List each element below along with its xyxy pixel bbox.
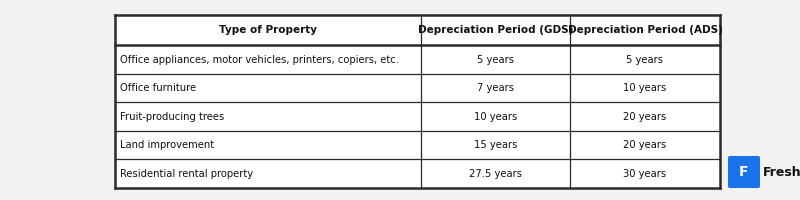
Text: 10 years: 10 years [623,83,666,93]
Text: 20 years: 20 years [623,112,666,122]
Text: 30 years: 30 years [623,169,666,179]
FancyBboxPatch shape [728,156,760,188]
Text: 15 years: 15 years [474,140,517,150]
Text: F: F [739,165,749,179]
Text: Fruit-producing trees: Fruit-producing trees [120,112,224,122]
Text: 5 years: 5 years [477,55,514,65]
Text: Depreciation Period (ADS): Depreciation Period (ADS) [567,25,722,35]
Text: Office furniture: Office furniture [120,83,196,93]
Text: 7 years: 7 years [477,83,514,93]
Text: 27.5 years: 27.5 years [469,169,522,179]
Text: 10 years: 10 years [474,112,517,122]
Text: Depreciation Period (GDS): Depreciation Period (GDS) [418,25,573,35]
Text: 20 years: 20 years [623,140,666,150]
Text: 5 years: 5 years [626,55,663,65]
Text: Residential rental property: Residential rental property [120,169,253,179]
Text: Land improvement: Land improvement [120,140,214,150]
Text: Office appliances, motor vehicles, printers, copiers, etc.: Office appliances, motor vehicles, print… [120,55,399,65]
Text: Type of Property: Type of Property [218,25,317,35]
Text: FreshBooks: FreshBooks [763,166,800,178]
Bar [115,15,720,188]
